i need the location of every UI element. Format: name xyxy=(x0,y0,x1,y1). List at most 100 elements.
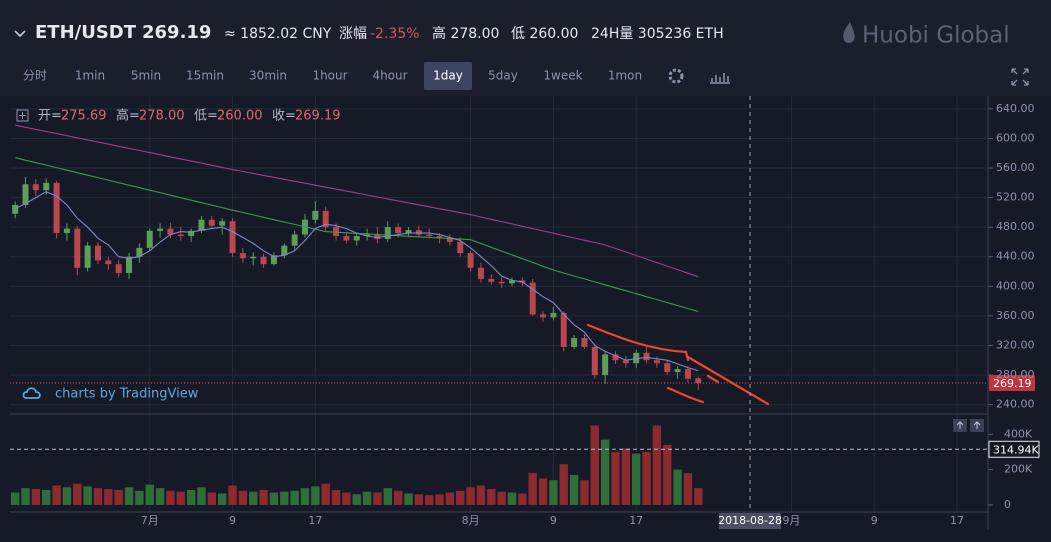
volume-bar xyxy=(642,451,651,505)
volume-bar xyxy=(569,474,579,505)
y-tick-label: 240.00 xyxy=(996,398,1035,411)
volume-bar xyxy=(652,425,662,505)
candle-body xyxy=(664,363,671,373)
volume-bar xyxy=(694,488,703,505)
volume-bar xyxy=(424,495,434,505)
volume-bar xyxy=(528,473,537,505)
volume-bar xyxy=(228,485,237,505)
candle-body xyxy=(612,354,619,361)
candle-body xyxy=(53,182,60,234)
x-tick-label: 9月 xyxy=(782,514,800,527)
volume-bar xyxy=(631,453,641,505)
volume-tick-label: 200K xyxy=(1004,463,1033,476)
candle-body xyxy=(436,236,443,238)
interval-button[interactable]: 1week xyxy=(543,69,582,83)
plot xyxy=(10,96,993,512)
interval-button[interactable]: 1min xyxy=(75,69,105,83)
interval-button[interactable]: 5day xyxy=(488,69,518,83)
volume-bar xyxy=(269,492,279,505)
chevron-icon[interactable] xyxy=(14,30,26,38)
volume-bar xyxy=(393,490,403,505)
volume-24h: 24H量 305236 ETH xyxy=(591,26,724,42)
candle-body xyxy=(126,256,133,274)
volume-tick-label: 0 xyxy=(1004,498,1011,511)
volume-bar xyxy=(238,490,248,505)
volume-bar xyxy=(383,488,392,505)
high-24h: 高 278.00 xyxy=(432,25,499,42)
chart-panel xyxy=(0,96,1051,542)
volume-bar xyxy=(342,492,351,505)
x-tick-label: 7月 xyxy=(141,514,159,527)
y-tick-label: 360.00 xyxy=(996,309,1035,322)
volume-bar xyxy=(249,491,258,505)
candle-body xyxy=(560,312,567,347)
candle-body xyxy=(22,184,29,205)
candle-body xyxy=(602,354,609,376)
volume-bar xyxy=(538,478,548,505)
candle-body xyxy=(343,236,350,241)
fullscreen-icon[interactable] xyxy=(1011,68,1029,86)
pane-button-arrows xyxy=(956,421,981,429)
candle-body xyxy=(643,352,650,361)
volume-bar xyxy=(176,491,185,505)
volume-bar xyxy=(114,489,123,505)
candle-body xyxy=(508,280,515,284)
watermark[interactable]: charts by TradingView xyxy=(55,387,199,402)
legend-toggle[interactable] xyxy=(16,109,29,122)
x-tick-label: 17 xyxy=(629,514,643,527)
candle-body xyxy=(374,234,381,239)
crosshair-date-tag xyxy=(719,513,782,529)
y-tick-label: 440.00 xyxy=(996,250,1035,263)
candle-body xyxy=(322,210,329,228)
volume-bar xyxy=(300,488,310,505)
interval-button[interactable]: 5min xyxy=(131,69,161,83)
volume-bar xyxy=(507,492,517,505)
trend-stroke xyxy=(586,323,690,362)
candle-body xyxy=(260,256,267,265)
volume-bar xyxy=(207,492,217,505)
interval-button[interactable]: 1mon xyxy=(608,69,642,83)
toolbar: 分时 1min 5min 15min 30min 1hour 4hour 1day 5day 1w… xyxy=(23,62,642,90)
candle-body xyxy=(446,237,453,242)
interval-button[interactable]: 30min xyxy=(249,69,287,83)
settings-icon[interactable] xyxy=(668,68,684,84)
legend-label: 高= xyxy=(116,108,140,124)
interval-button[interactable]: 1hour xyxy=(312,69,347,83)
volume-bar xyxy=(145,484,154,505)
y-tick-label: 320.00 xyxy=(996,338,1035,351)
volume-bar xyxy=(93,488,103,505)
candle-body xyxy=(622,360,629,364)
candle-body xyxy=(229,221,236,254)
interval-button[interactable]: 4hour xyxy=(372,69,407,83)
volume-bar xyxy=(290,490,299,505)
legend-label: 收= xyxy=(272,109,296,124)
symbol[interactable]: ETH/USDT xyxy=(35,22,137,43)
x-tick-label: 9 xyxy=(550,514,557,527)
volume-bar xyxy=(124,487,134,505)
candle-body xyxy=(529,282,536,315)
interval-button[interactable]: 1day xyxy=(433,69,463,83)
x-tick-label: 17 xyxy=(308,514,322,527)
candle-body xyxy=(426,234,433,237)
low-24h: 低 260.00 xyxy=(511,26,578,42)
candle-body xyxy=(653,360,660,364)
volume-bar xyxy=(518,493,527,505)
volume-bar xyxy=(280,491,289,505)
volume-bar xyxy=(186,489,196,505)
indicator-icon[interactable] xyxy=(710,73,730,84)
candle-body xyxy=(291,234,298,246)
interval-button[interactable]: 15min xyxy=(186,69,224,83)
volume-bar xyxy=(456,490,465,505)
volume-bar xyxy=(155,488,165,505)
volume-bar xyxy=(621,448,631,505)
candle-body xyxy=(540,314,547,318)
candle-body xyxy=(395,227,402,234)
candle-body xyxy=(43,182,50,191)
volume-bar xyxy=(10,492,20,505)
volume-bar xyxy=(559,464,568,505)
cny-price: ≈ 1852.02 CNY xyxy=(224,26,332,42)
volume-bar xyxy=(445,492,455,505)
volume-marker-label: 314.94K xyxy=(993,443,1039,456)
interval-button[interactable]: 分时 xyxy=(23,69,47,83)
